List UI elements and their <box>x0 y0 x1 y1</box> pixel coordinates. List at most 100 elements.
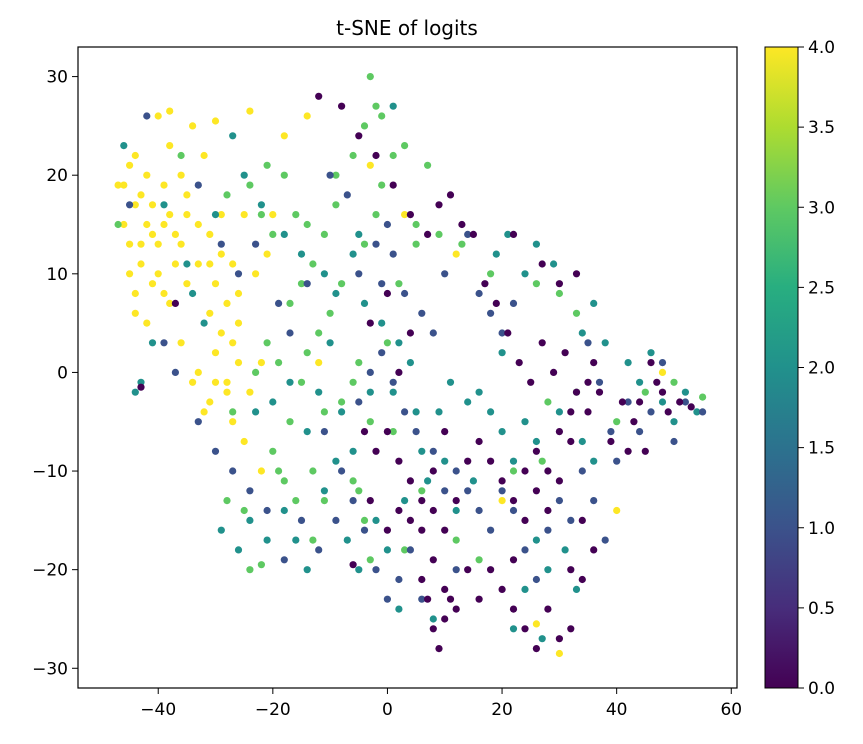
scatter-point <box>206 260 214 268</box>
scatter-point <box>555 289 564 298</box>
scatter-point <box>378 319 386 327</box>
scatter-point <box>383 595 391 603</box>
scatter-point <box>555 635 564 643</box>
scatter-point <box>527 378 535 386</box>
scatter-point <box>189 122 197 130</box>
scatter-point <box>275 467 283 475</box>
scatter-point <box>320 487 328 495</box>
scatter-point <box>234 546 243 554</box>
scatter-point <box>211 280 220 288</box>
scatter-point <box>487 408 495 416</box>
scatter-point <box>194 260 202 268</box>
scatter-point <box>126 270 134 278</box>
scatter-point <box>263 506 271 515</box>
scatter-point <box>303 112 311 120</box>
scatter-point <box>234 289 243 298</box>
scatter-point <box>487 270 495 278</box>
scatter-point <box>120 142 128 150</box>
scatter-point <box>418 595 426 603</box>
scatter-point <box>429 447 437 455</box>
scatter-point <box>578 575 586 584</box>
scatter-point <box>211 117 220 125</box>
scatter-point <box>246 388 254 396</box>
scatter-point <box>555 428 564 436</box>
scatter-point <box>257 561 265 569</box>
scatter-point <box>406 329 414 337</box>
scatter-point <box>578 329 586 337</box>
scatter-point <box>441 457 449 465</box>
scatter-point <box>464 398 472 406</box>
scatter-point <box>246 566 254 574</box>
scatter-point <box>532 645 541 653</box>
scatter-point <box>509 556 518 564</box>
scatter-point <box>653 378 661 386</box>
scatter-point <box>464 566 472 574</box>
scatter-point <box>217 329 225 337</box>
scatter-point <box>544 398 552 406</box>
scatter-point <box>338 467 346 475</box>
scatter-point <box>177 171 185 179</box>
scatter-point <box>561 349 569 357</box>
scatter-point <box>355 487 363 495</box>
scatter-point <box>280 506 288 515</box>
scatter-point <box>441 428 449 436</box>
scatter-point <box>257 211 265 219</box>
scatter-point <box>681 398 690 406</box>
scatter-point <box>624 447 632 455</box>
scatter-point <box>504 230 512 238</box>
scatter-point <box>446 378 455 386</box>
scatter-point <box>509 230 518 238</box>
scatter-point <box>452 497 460 505</box>
scatter-point <box>693 408 701 416</box>
scatter-point <box>509 605 518 613</box>
scatter-point <box>240 506 248 515</box>
scatter-point <box>555 408 564 416</box>
scatter-point <box>395 339 403 347</box>
scatter-point <box>366 556 374 564</box>
y-tick-label: −20 <box>32 561 68 581</box>
scatter-point <box>257 467 265 475</box>
x-tick-label: 20 <box>491 700 513 720</box>
scatter-point <box>487 309 495 317</box>
scatter-point <box>229 260 237 268</box>
scatter-point <box>360 516 369 525</box>
scatter-point <box>171 299 179 307</box>
scatter-point <box>389 428 397 436</box>
scatter-point <box>114 220 122 229</box>
scatter-point <box>131 289 139 298</box>
colorbar-tick-label: 0.0 <box>808 679 835 699</box>
scatter-point <box>160 220 168 229</box>
scatter-point <box>309 536 317 544</box>
scatter-point <box>550 260 558 268</box>
scatter-point <box>429 506 437 515</box>
chart-title: t-SNE of logits <box>336 16 478 40</box>
scatter-point <box>641 388 649 396</box>
scatter-point <box>544 566 552 574</box>
scatter-point <box>429 467 437 475</box>
scatter-point <box>378 349 386 357</box>
colorbar-tick-label: 3.5 <box>808 118 835 138</box>
scatter-point <box>498 477 506 485</box>
scatter-point <box>269 447 277 455</box>
scatter-point <box>429 625 437 633</box>
scatter-point <box>538 635 546 643</box>
scatter-point <box>521 546 529 554</box>
scatter-point <box>120 220 128 229</box>
scatter-point <box>555 280 564 288</box>
scatter-point <box>349 378 357 386</box>
scatter-point <box>498 497 506 505</box>
scatter-point <box>137 240 145 248</box>
scatter-point <box>578 516 586 525</box>
scatter-point <box>395 368 403 376</box>
scatter-point <box>252 368 260 376</box>
scatter-point <box>177 240 185 248</box>
scatter-point <box>435 230 443 238</box>
y-tick-label: 30 <box>46 68 68 88</box>
scatter-point <box>401 546 409 554</box>
scatter-point <box>509 625 518 633</box>
scatter-point <box>148 280 157 288</box>
scatter-point <box>154 270 162 278</box>
scatter-point <box>211 211 220 219</box>
scatter-point <box>366 161 374 169</box>
scatter-point <box>360 122 369 130</box>
